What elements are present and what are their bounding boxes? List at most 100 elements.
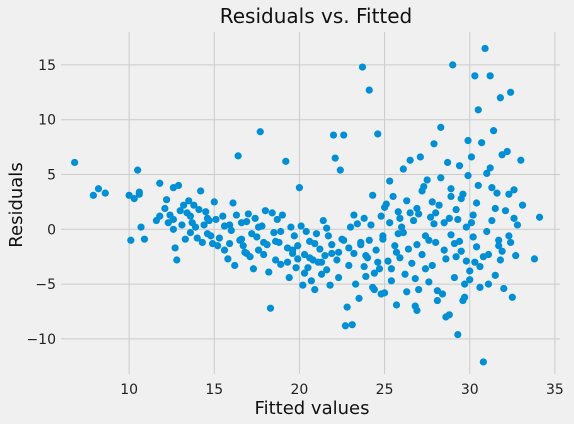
data-point [493, 189, 501, 197]
data-point [207, 232, 215, 240]
data-point [243, 249, 251, 258]
data-point [360, 262, 368, 271]
data-point [495, 242, 503, 250]
data-point [285, 273, 293, 282]
data-point [491, 271, 499, 279]
data-point [380, 203, 389, 211]
data-point [507, 88, 515, 96]
data-point [299, 281, 307, 289]
data-point [169, 225, 178, 233]
data-point [461, 280, 469, 288]
data-point [300, 250, 309, 259]
data-point [401, 270, 409, 278]
data-point [445, 214, 453, 222]
data-point [469, 233, 477, 241]
data-point [462, 257, 470, 265]
data-point [352, 280, 360, 288]
data-point [358, 63, 367, 71]
data-point [345, 244, 353, 252]
data-point [398, 223, 406, 231]
data-point [278, 211, 286, 219]
data-point [186, 212, 195, 220]
data-point [365, 236, 373, 244]
data-point [140, 235, 149, 243]
data-point [409, 216, 418, 225]
data-point [396, 214, 404, 222]
data-point [300, 269, 309, 277]
data-point [162, 196, 171, 204]
data-point [503, 147, 511, 156]
data-point [491, 204, 499, 213]
data-point [333, 256, 341, 264]
data-point [406, 156, 414, 164]
data-point [489, 127, 498, 135]
data-point [130, 195, 138, 203]
data-point [360, 214, 368, 222]
data-point [447, 185, 455, 193]
y-axis-title: Residuals [6, 162, 27, 247]
y-tick-label: −5 [35, 277, 56, 293]
data-point [433, 287, 441, 295]
data-point [161, 204, 169, 213]
data-point [357, 238, 365, 247]
data-point [198, 238, 206, 247]
data-point [261, 207, 269, 215]
data-point [340, 236, 348, 244]
data-point [232, 211, 241, 219]
data-point [353, 220, 361, 228]
data-point [307, 277, 315, 285]
data-point [416, 153, 424, 161]
data-point [226, 239, 234, 248]
data-point [229, 199, 237, 207]
data-point [454, 330, 462, 339]
data-point [411, 275, 419, 283]
data-point [311, 239, 319, 248]
data-point [260, 238, 268, 247]
data-point [317, 258, 326, 266]
data-point [181, 235, 189, 243]
data-point [467, 153, 476, 161]
data-point [415, 210, 423, 218]
data-point [336, 166, 344, 174]
data-point [171, 244, 179, 252]
data-point [421, 265, 430, 273]
data-point [346, 223, 355, 231]
data-point [440, 219, 448, 227]
y-tick-label: 5 [47, 168, 56, 184]
data-point [266, 304, 275, 312]
grid-lines [61, 32, 560, 374]
data-point [374, 258, 382, 266]
data-point [239, 242, 247, 250]
data-point [428, 198, 436, 206]
data-point [479, 358, 487, 366]
data-point [472, 243, 481, 251]
data-point [474, 106, 482, 114]
data-point [254, 246, 263, 254]
data-point [127, 236, 135, 244]
data-point [362, 272, 370, 281]
data-point [294, 242, 302, 250]
data-point [430, 220, 438, 228]
data-point [215, 234, 223, 242]
data-point [341, 322, 350, 330]
data-point [447, 192, 455, 201]
data-point [457, 247, 465, 255]
data-point [454, 215, 462, 224]
x-axis-title: Fitted values [255, 398, 370, 419]
data-point [418, 250, 426, 259]
data-point [294, 255, 302, 263]
data-point [335, 273, 343, 282]
data-point [500, 284, 508, 293]
data-point [277, 260, 285, 268]
data-point [423, 176, 431, 184]
data-point [447, 231, 455, 239]
data-point [459, 296, 467, 305]
data-point [243, 218, 251, 226]
data-point [210, 198, 218, 206]
data-point [195, 205, 203, 214]
data-point [394, 230, 402, 238]
data-point [391, 242, 399, 250]
x-tick-label: 35 [546, 382, 564, 398]
data-point [406, 209, 414, 217]
data-point [292, 264, 300, 272]
